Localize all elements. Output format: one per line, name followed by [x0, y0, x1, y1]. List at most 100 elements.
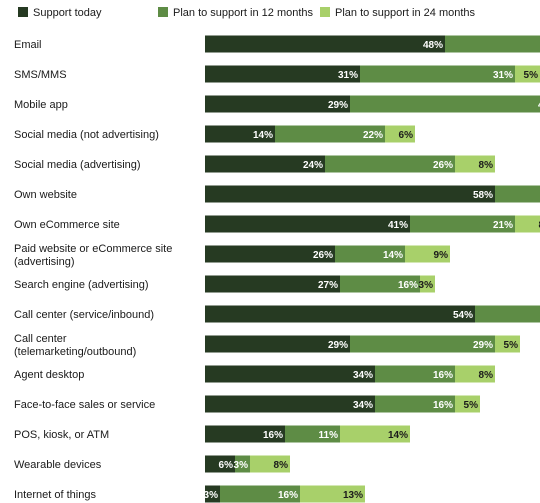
- data-label: 16%: [433, 400, 453, 411]
- bar-segment: [205, 155, 325, 173]
- bar-segment: [205, 425, 285, 443]
- bars: 48%24%5%31%31%5%29%42%5%14%22%6%24%26%8%…: [204, 35, 540, 503]
- bar-segment: [205, 485, 220, 503]
- bar-segment: [445, 35, 540, 53]
- bar-segment: [205, 125, 275, 143]
- data-label: 14%: [253, 130, 273, 141]
- data-label: 22%: [363, 130, 383, 141]
- legend-swatch-1: [158, 7, 168, 17]
- legend: Support today Plan to support in 12 month…: [18, 7, 476, 19]
- data-label: 27%: [318, 280, 338, 291]
- data-label: 6%: [219, 460, 234, 471]
- data-label: 16%: [398, 280, 418, 291]
- category-label: (telemarketing/outbound): [14, 346, 136, 358]
- category-label: Social media (advertising): [14, 159, 141, 171]
- bar-segment: [455, 365, 495, 383]
- data-label: 3%: [234, 460, 249, 471]
- data-label: 3%: [204, 490, 219, 501]
- legend-label-1: Plan to support in 12 months: [173, 7, 314, 19]
- data-label: 9%: [434, 250, 449, 261]
- data-label: 14%: [383, 250, 403, 261]
- data-label: 16%: [433, 370, 453, 381]
- data-label: 31%: [493, 70, 513, 81]
- bar-segment: [235, 455, 250, 473]
- data-label: 26%: [433, 160, 453, 171]
- data-label: 6%: [399, 130, 414, 141]
- bar-segment: [285, 425, 340, 443]
- data-label: 11%: [319, 430, 339, 441]
- bar-segment: [205, 365, 375, 383]
- bar-segment: [340, 275, 420, 293]
- data-label: 29%: [328, 100, 348, 111]
- category-label: Paid website or eCommerce site: [14, 243, 172, 255]
- bar-segment: [205, 395, 375, 413]
- data-label: 42%: [538, 100, 540, 111]
- bar-segment: [375, 365, 455, 383]
- bar-segment: [205, 35, 445, 53]
- bar-segment: [495, 335, 520, 353]
- bar-segment: [350, 335, 495, 353]
- category-label: SMS/MMS: [14, 69, 67, 81]
- data-label: 3%: [419, 280, 434, 291]
- data-label: 54%: [453, 310, 473, 321]
- bar-segment: [410, 215, 515, 233]
- bar-segment: [205, 215, 410, 233]
- bar-segment: [300, 485, 365, 503]
- bar-segment: [205, 95, 350, 113]
- data-label: 41%: [388, 220, 408, 231]
- bar-segment: [350, 95, 540, 113]
- data-label: 5%: [524, 70, 539, 81]
- bar-segment: [455, 155, 495, 173]
- bar-segment: [220, 485, 300, 503]
- category-label: (advertising): [14, 256, 75, 268]
- data-label: 29%: [328, 340, 348, 351]
- data-label: 48%: [423, 40, 443, 51]
- bar-segment: [515, 65, 540, 83]
- legend-label-2: Plan to support in 24 months: [335, 7, 476, 19]
- category-label: Wearable devices: [14, 459, 102, 471]
- bar-segment: [420, 275, 435, 293]
- category-label: Social media (not advertising): [14, 129, 159, 141]
- category-label: Email: [14, 39, 42, 51]
- bar-segment: [325, 155, 455, 173]
- data-label: 13%: [343, 490, 363, 501]
- category-label: Call center: [14, 333, 67, 345]
- category-label: POS, kiosk, or ATM: [14, 429, 109, 441]
- category-label: Agent desktop: [14, 369, 84, 381]
- data-label: 8%: [479, 370, 494, 381]
- data-label: 29%: [473, 340, 493, 351]
- bar-segment: [405, 245, 450, 263]
- data-label: 26%: [313, 250, 333, 261]
- data-label: 16%: [263, 430, 283, 441]
- category-label: Search engine (advertising): [14, 279, 149, 291]
- bar-segment: [205, 65, 360, 83]
- data-label: 8%: [274, 460, 289, 471]
- bar-segment: [205, 185, 495, 203]
- category-label: Call center (service/inbound): [14, 309, 154, 321]
- data-label: 21%: [493, 220, 513, 231]
- bar-segment: [250, 455, 290, 473]
- bar-segment: [205, 275, 340, 293]
- category-label: Own eCommerce site: [14, 219, 120, 231]
- data-label: 5%: [464, 400, 479, 411]
- bar-segment: [205, 305, 475, 323]
- data-label: 5%: [504, 340, 519, 351]
- bar-segment: [335, 245, 405, 263]
- bar-segment: [360, 65, 515, 83]
- bar-segment: [385, 125, 415, 143]
- legend-swatch-2: [320, 7, 330, 17]
- data-label: 16%: [278, 490, 298, 501]
- category-label: Mobile app: [14, 99, 68, 111]
- bar-segment: [205, 455, 235, 473]
- bar-segment: [375, 395, 455, 413]
- legend-label-0: Support today: [33, 7, 102, 19]
- category-label: Own website: [14, 189, 77, 201]
- category-label: Internet of things: [14, 489, 96, 501]
- category-label: Face-to-face sales or service: [14, 399, 155, 411]
- data-label: 34%: [353, 370, 373, 381]
- data-label: 24%: [303, 160, 323, 171]
- data-label: 8%: [479, 160, 494, 171]
- bar-segment: [475, 305, 540, 323]
- data-label: 31%: [338, 70, 358, 81]
